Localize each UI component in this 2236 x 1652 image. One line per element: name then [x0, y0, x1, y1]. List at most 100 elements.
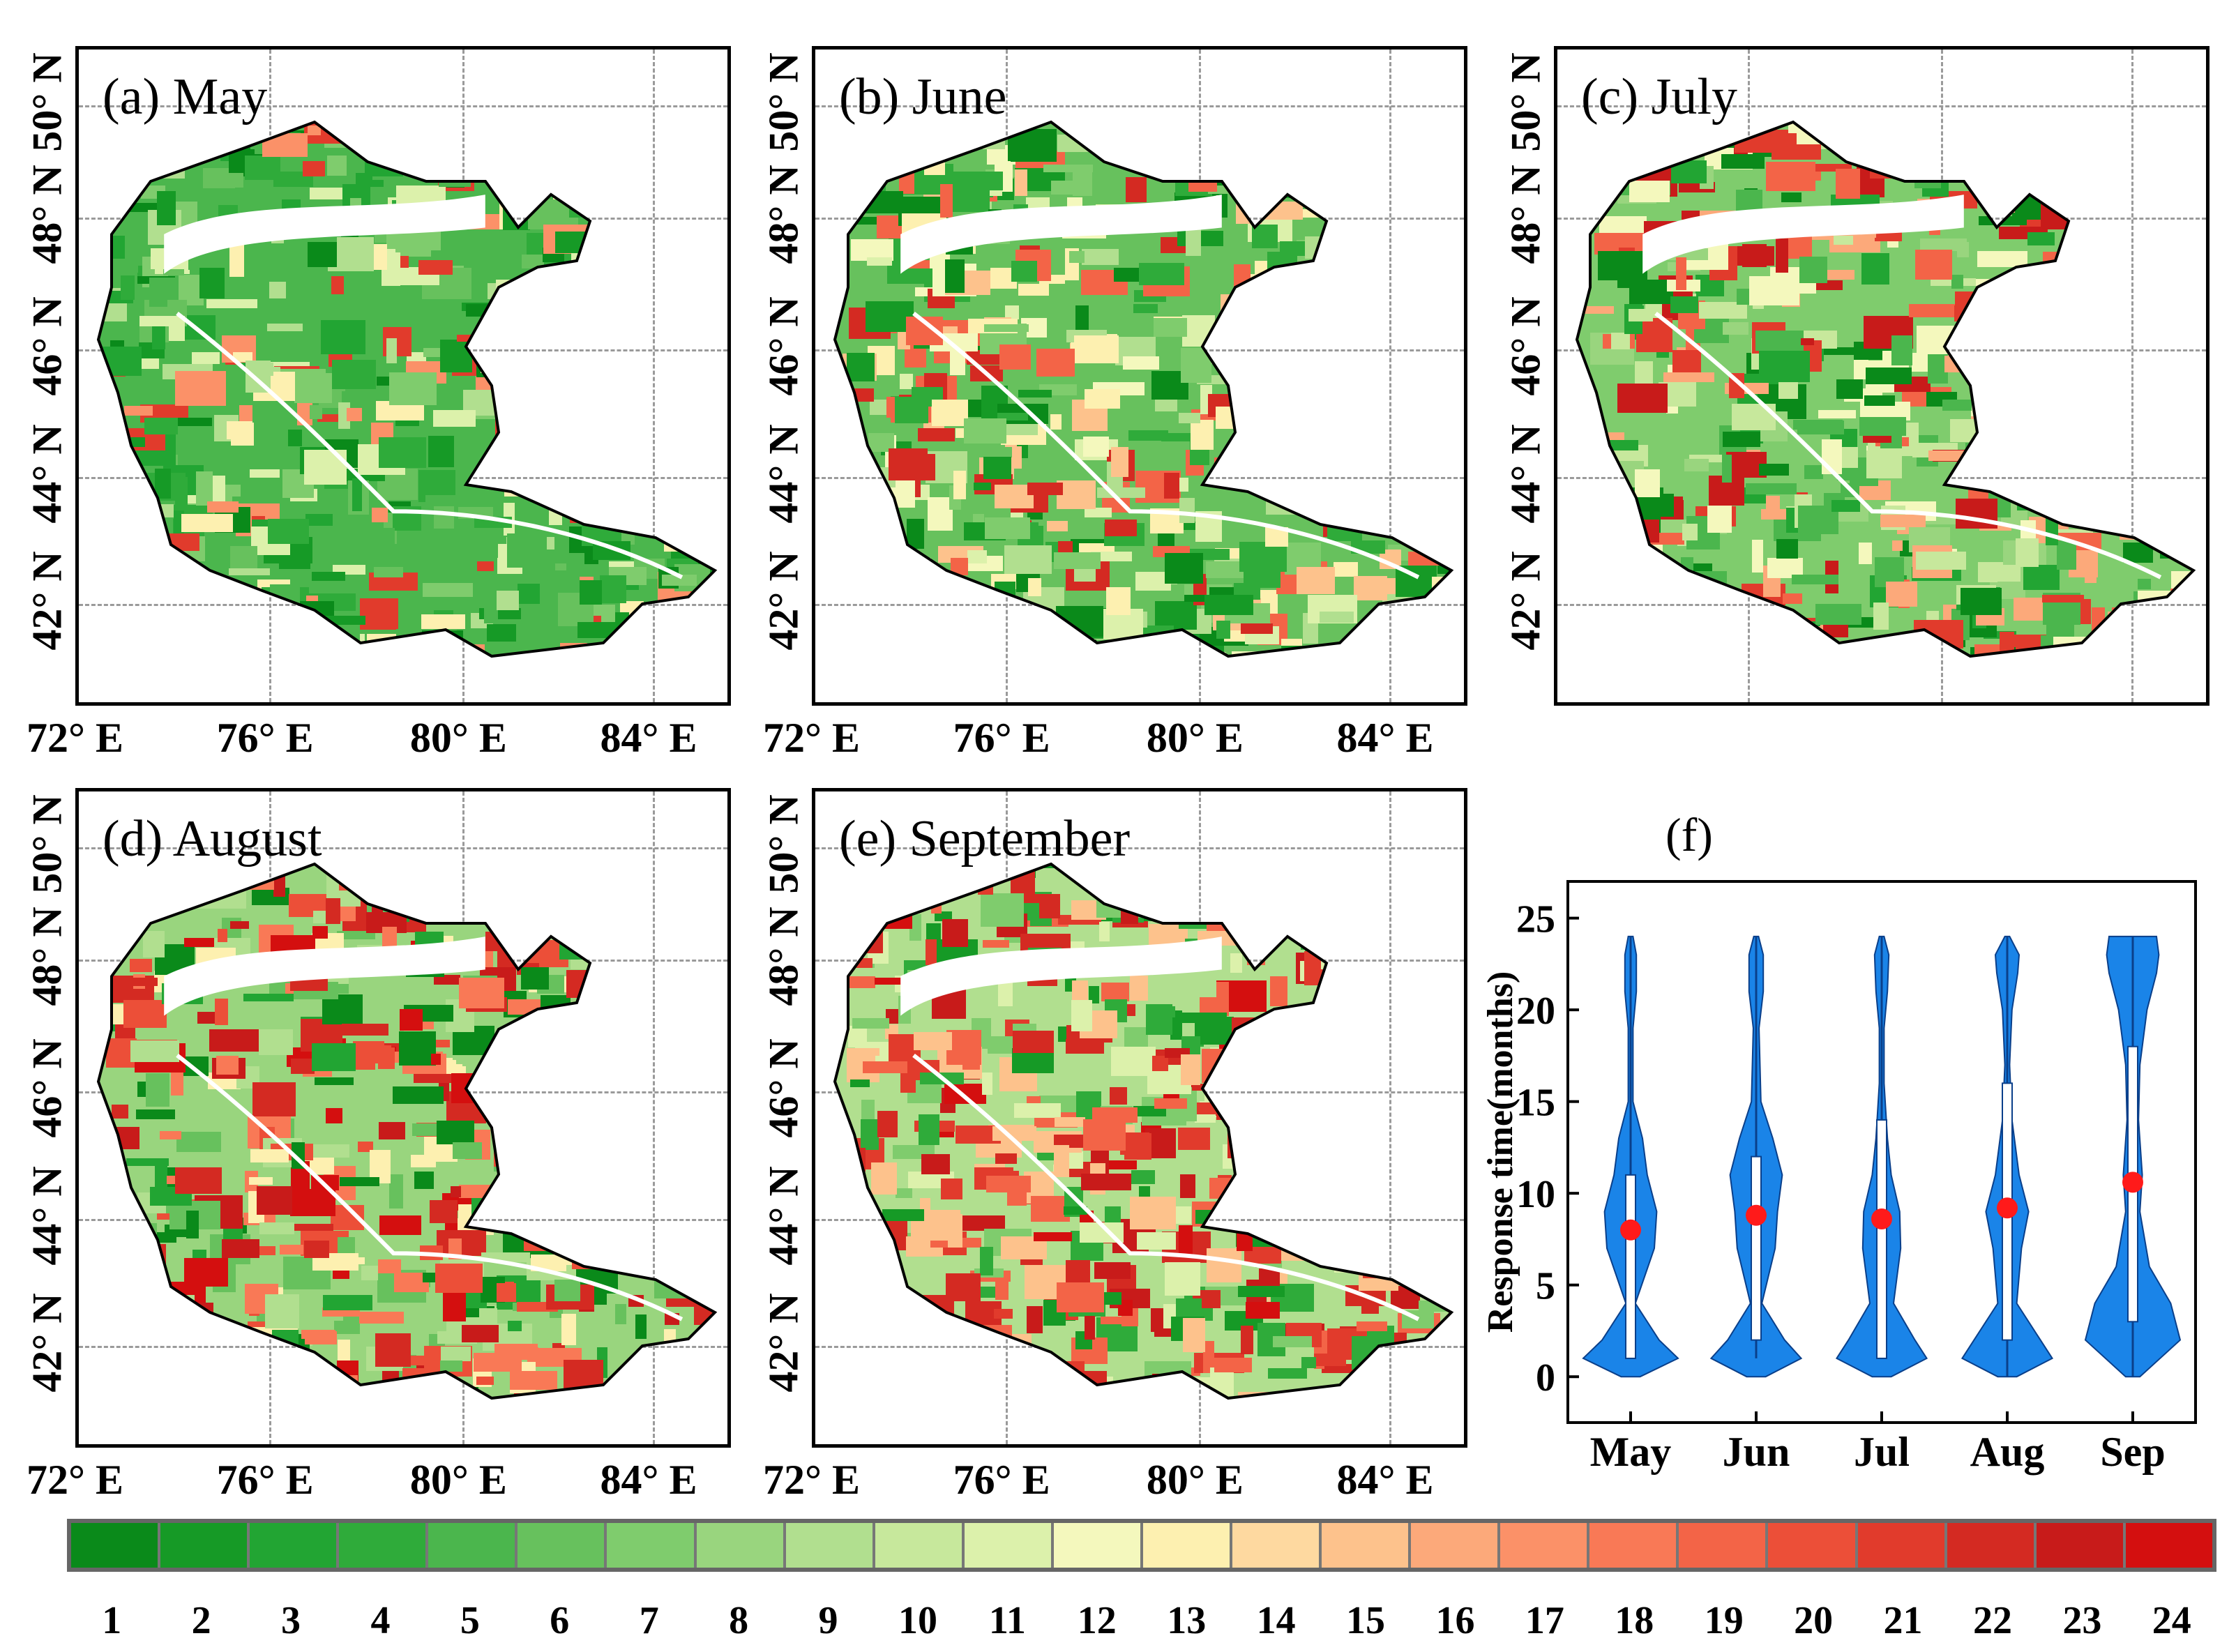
y-tick-label: 15	[1516, 1082, 1555, 1125]
map-panel-e: (e) September	[812, 788, 1467, 1448]
map-panel-b: (b) June	[812, 46, 1467, 706]
violin-body	[1835, 935, 1928, 1378]
colorbar-label: 20	[1794, 1599, 1834, 1642]
lat-label: 48° N	[1502, 165, 1549, 264]
lon-label: 84° E	[600, 1457, 697, 1503]
colorbar-label: 2	[191, 1599, 211, 1642]
colorbar-cell	[1679, 1523, 1769, 1568]
grid-line	[1389, 791, 1391, 1444]
violin-box	[1876, 1119, 1887, 1359]
violin-median	[1871, 1208, 1892, 1230]
violin-box	[1751, 1155, 1762, 1341]
grid-line	[815, 847, 1464, 850]
grid-line	[652, 791, 655, 1444]
colorbar-cell	[2125, 1523, 2212, 1568]
colorbar-label: 16	[1435, 1599, 1475, 1642]
panel-title: (e) September	[839, 810, 1131, 867]
violin-body	[1709, 935, 1803, 1378]
lon-label: 72° E	[763, 715, 861, 761]
x-tick-label: Jun	[1723, 1429, 1790, 1475]
y-axis-label: Response time(months)	[1481, 971, 1520, 1333]
colorbar-cell	[1411, 1523, 1501, 1568]
colorbar-label: 24	[2152, 1599, 2191, 1642]
panel-title: (c) July	[1581, 68, 1737, 126]
colorbar-label: 10	[898, 1599, 937, 1642]
lon-label: 80° E	[409, 1457, 507, 1503]
colorbar-label: 19	[1704, 1599, 1744, 1642]
basin-map	[96, 862, 718, 1400]
colorbar-label: 14	[1256, 1599, 1296, 1642]
violin-median	[1620, 1219, 1641, 1241]
lon-label: 72° E	[27, 1457, 124, 1503]
grid-line	[1389, 50, 1391, 702]
colorbar-label: 7	[639, 1599, 659, 1642]
x-tick-label: Sep	[2100, 1429, 2165, 1475]
lat-label: 48° N	[24, 907, 70, 1006]
y-tick-label: 0	[1536, 1356, 1555, 1400]
lat-label: 48° N	[760, 165, 807, 264]
violin-median	[1997, 1197, 2018, 1219]
panel-title: (b) June	[839, 68, 1007, 126]
colorbar-cell	[785, 1523, 875, 1568]
colorbar-label: 11	[988, 1599, 1026, 1642]
colorbar-cell	[1589, 1523, 1679, 1568]
colorbar-cell	[1232, 1523, 1322, 1568]
x-tick-label: Jul	[1854, 1429, 1910, 1475]
colorbar-cell	[1053, 1523, 1143, 1568]
lat-label: 42° N	[24, 550, 70, 651]
violin-median	[2122, 1172, 2143, 1193]
colorbar-cell	[1142, 1523, 1233, 1568]
x-tick-label: May	[1590, 1429, 1672, 1475]
lon-label: 84° E	[1336, 1457, 1434, 1503]
colorbar-cell	[696, 1523, 786, 1568]
violin-body	[2084, 935, 2182, 1378]
colorbar-cell	[250, 1523, 340, 1568]
colorbar-label: 18	[1615, 1599, 1654, 1642]
lon-label: 72° E	[763, 1457, 861, 1503]
grid-line	[652, 50, 655, 702]
basin-map	[96, 120, 718, 658]
colorbar-label: 5	[460, 1599, 480, 1642]
lon-label: 80° E	[1146, 715, 1244, 761]
colorbar-label: 21	[1883, 1599, 1923, 1642]
lat-label: 48° N	[760, 907, 807, 1006]
chart-title: (f)	[1665, 808, 1713, 861]
map-panel-c: (c) July	[1554, 46, 2209, 706]
y-tick-label: 25	[1516, 898, 1555, 941]
lon-label: 84° E	[1336, 715, 1434, 761]
map-panel-d: (d) August	[75, 788, 731, 1448]
colorbar-label: 8	[729, 1599, 749, 1642]
y-tick-label: 10	[1516, 1173, 1555, 1216]
violin-box	[1625, 1174, 1636, 1359]
colorbar-cell	[1768, 1523, 1858, 1568]
lon-label: 72° E	[27, 715, 124, 761]
violin-body	[1961, 935, 2054, 1378]
y-tick-label: 5	[1536, 1265, 1555, 1308]
colorbar-label: 15	[1346, 1599, 1386, 1642]
colorbar-label: 1	[102, 1599, 122, 1642]
colorbar-label: 4	[370, 1599, 391, 1642]
grid-line	[79, 105, 727, 108]
lat-label: 48° N	[24, 165, 70, 264]
colorbar-label: 12	[1077, 1599, 1117, 1642]
colorbar-cell	[71, 1523, 161, 1568]
colorbar-cell	[160, 1523, 250, 1568]
violin-box	[2127, 1045, 2138, 1323]
colorbar-cell	[2036, 1523, 2126, 1568]
violin-median	[1746, 1204, 1767, 1226]
lon-label: 76° E	[216, 715, 314, 761]
map-panel-a: (a) May	[75, 46, 731, 706]
plot-frame	[1566, 880, 2197, 1424]
grid-line	[79, 847, 727, 850]
colorbar-label: 6	[550, 1599, 570, 1642]
basin-map	[833, 862, 1454, 1400]
colorbar-label: 9	[818, 1599, 838, 1642]
colorbar-cell	[518, 1523, 607, 1568]
lon-label: 80° E	[1146, 1457, 1244, 1503]
colorbar-label: 17	[1525, 1599, 1564, 1642]
panel-title: (d) August	[103, 810, 322, 867]
lon-label: 76° E	[953, 1457, 1050, 1503]
colorbar-label: 3	[281, 1599, 301, 1642]
colorbar-cell	[1947, 1523, 2037, 1568]
violin-body	[1582, 935, 1679, 1378]
